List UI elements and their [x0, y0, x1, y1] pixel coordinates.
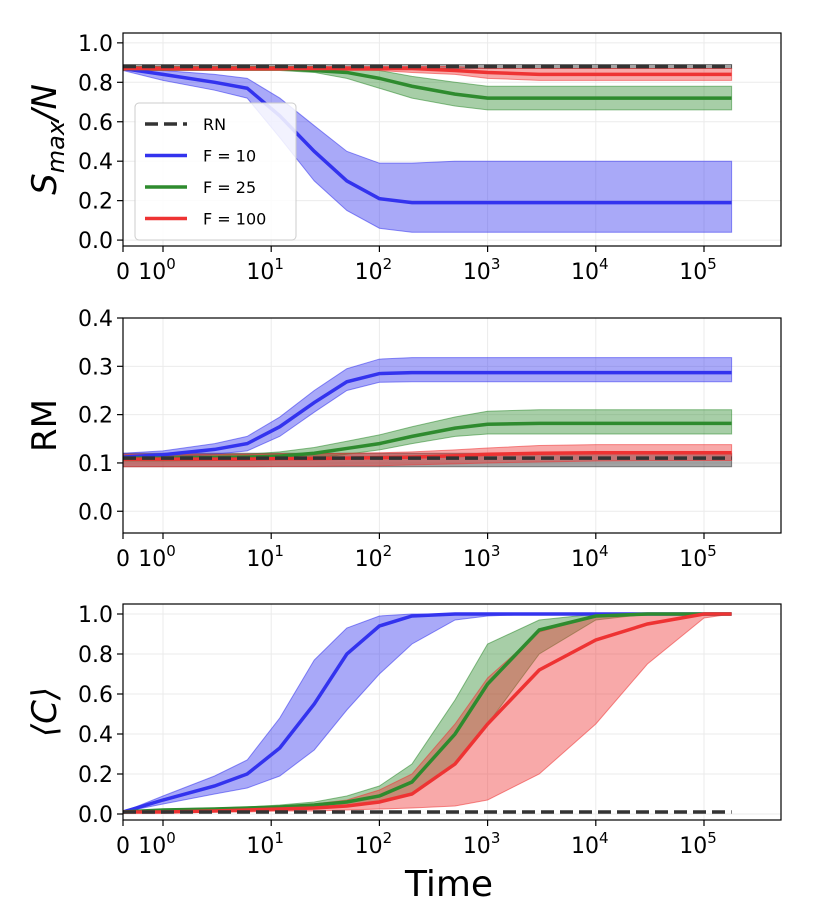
x-tick-label: 100: [138, 542, 176, 572]
x-tick-label: 104: [571, 255, 609, 285]
x-tick-label: 0: [116, 834, 130, 859]
y-tick-label: 0.6: [78, 683, 113, 708]
legend-box: [134, 102, 297, 241]
panel-top: 0.0 0.2 0.4 0.6 0.8 1.0 0 100 101 102 103 104 105 Sma…: [25, 32, 782, 285]
y-axis-label: ⟨C⟩: [25, 687, 65, 737]
y-tick-label: 0.1: [78, 452, 113, 477]
series-line-f10: [122, 370, 732, 459]
legend: RN F = 10 F = 25 F = 100: [134, 102, 297, 241]
y-tick-label: 0.2: [78, 763, 113, 788]
x-tick-label: 105: [679, 255, 717, 285]
axes-frame: [122, 603, 782, 821]
x-tick-label: 101: [246, 829, 284, 859]
x-tick-label: 105: [679, 829, 717, 859]
legend-label: F = 10: [203, 147, 256, 166]
x-tick-label: 101: [246, 255, 284, 285]
series-line-f100: [123, 66, 732, 77]
y-tick-label: 1.0: [78, 32, 113, 57]
y-tick-label: 0.0: [78, 229, 113, 254]
y-tick-label: 0.3: [78, 355, 113, 380]
y-tick-label: 0.2: [78, 190, 113, 215]
y-tick-label: 0.4: [78, 150, 113, 175]
axes-frame: [122, 32, 782, 247]
series-line-f10: [122, 66, 732, 205]
x-tick-label: 103: [463, 542, 501, 572]
series-line-f25: [122, 612, 732, 814]
x-tick-label: 102: [355, 542, 393, 572]
x-tick-label: 104: [571, 542, 609, 572]
x-tick-label: 0: [116, 260, 130, 285]
band-f10: [122, 357, 733, 461]
x-tick-label: 100: [138, 829, 176, 859]
y-tick-label: 0.0: [78, 500, 113, 525]
y-tick-label: 0.0: [78, 803, 113, 828]
x-axis-label: Time: [404, 864, 493, 905]
x-tick-label: 101: [246, 542, 284, 572]
x-tick-label: 102: [355, 829, 393, 859]
y-tick-label: 0.6: [78, 111, 113, 136]
x-tick-label: 105: [679, 542, 717, 572]
legend-label: F = 25: [203, 178, 256, 197]
y-axis-label: RM: [25, 399, 65, 452]
x-tick-label: 103: [463, 829, 501, 859]
y-tick-label: 0.2: [78, 404, 113, 429]
axes-frame: [122, 317, 782, 534]
band-f10: [122, 613, 732, 813]
x-tick-label: 104: [571, 829, 609, 859]
x-tick-label: 100: [138, 255, 176, 285]
y-tick-label: 0.4: [78, 723, 113, 748]
y-tick-label: 0.4: [78, 307, 113, 332]
y-tick-label: 0.8: [78, 643, 113, 668]
panel-bottom: 0.0 0.2 0.4 0.6 0.8 1.0 0 100 101 102 103 104 105 ⟨C⟩…: [25, 603, 782, 905]
legend-label: F = 100: [203, 210, 266, 229]
legend-label: RN: [203, 115, 226, 134]
x-tick-label: 103: [463, 255, 501, 285]
panel-middle: 0.0 0.1 0.2 0.3 0.4 0 100 101 102 103 104 105 RM: [25, 307, 782, 572]
x-tick-label: 102: [355, 255, 393, 285]
y-axis-label: Smax/N: [25, 84, 70, 195]
x-tick-label: 0: [116, 547, 130, 572]
y-tick-label: 0.8: [78, 71, 113, 96]
y-tick-label: 1.0: [78, 603, 113, 628]
